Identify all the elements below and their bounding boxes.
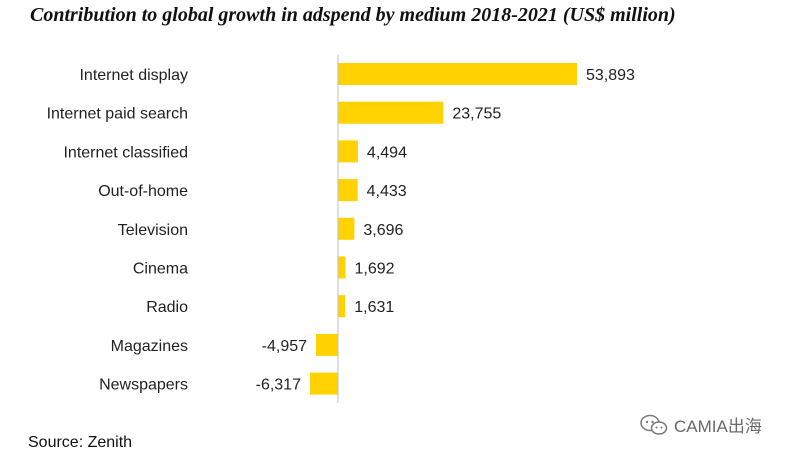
bar-television — [338, 217, 355, 240]
bars-layer — [309, 63, 577, 395]
category-label: Internet paid search — [47, 106, 188, 123]
category-label: Internet classified — [63, 144, 188, 161]
value-label: 23,755 — [452, 106, 501, 123]
value-label: 1,631 — [354, 299, 394, 316]
bar-out-of-home — [338, 179, 358, 202]
value-label: 4,433 — [367, 183, 407, 200]
value-label: -6,317 — [256, 377, 301, 394]
category-label: Radio — [146, 299, 188, 316]
bar-cinema — [338, 256, 346, 279]
wechat-icon — [640, 414, 668, 436]
value-label: 4,494 — [367, 144, 407, 161]
category-label: Internet display — [79, 67, 188, 84]
bar-internet-paid-search — [338, 101, 444, 124]
bar-newspapers — [309, 372, 338, 395]
value-label: 3,696 — [363, 222, 403, 239]
watermark-text: CAMIA出海 — [674, 417, 762, 436]
bar-internet-display — [338, 63, 577, 85]
category-label: Magazines — [111, 338, 188, 355]
bar-magazines — [316, 333, 338, 356]
chart-title: Contribution to global growth in adspend… — [30, 4, 676, 26]
category-label: Television — [118, 222, 188, 239]
bar-radio — [338, 295, 346, 318]
value-label: 1,692 — [355, 261, 395, 278]
labels-layer: Internet display 53,893 Internet paid sear… — [47, 67, 635, 394]
category-label: Cinema — [133, 261, 188, 278]
value-label: 53,893 — [586, 67, 635, 84]
value-label: -4,957 — [262, 338, 307, 355]
category-label: Out-of-home — [98, 183, 188, 200]
bar-internet-classified — [338, 140, 358, 163]
watermark: CAMIA出海 — [640, 412, 762, 437]
category-label: Newspapers — [99, 377, 188, 394]
source-note: Source: Zenith — [28, 434, 133, 451]
